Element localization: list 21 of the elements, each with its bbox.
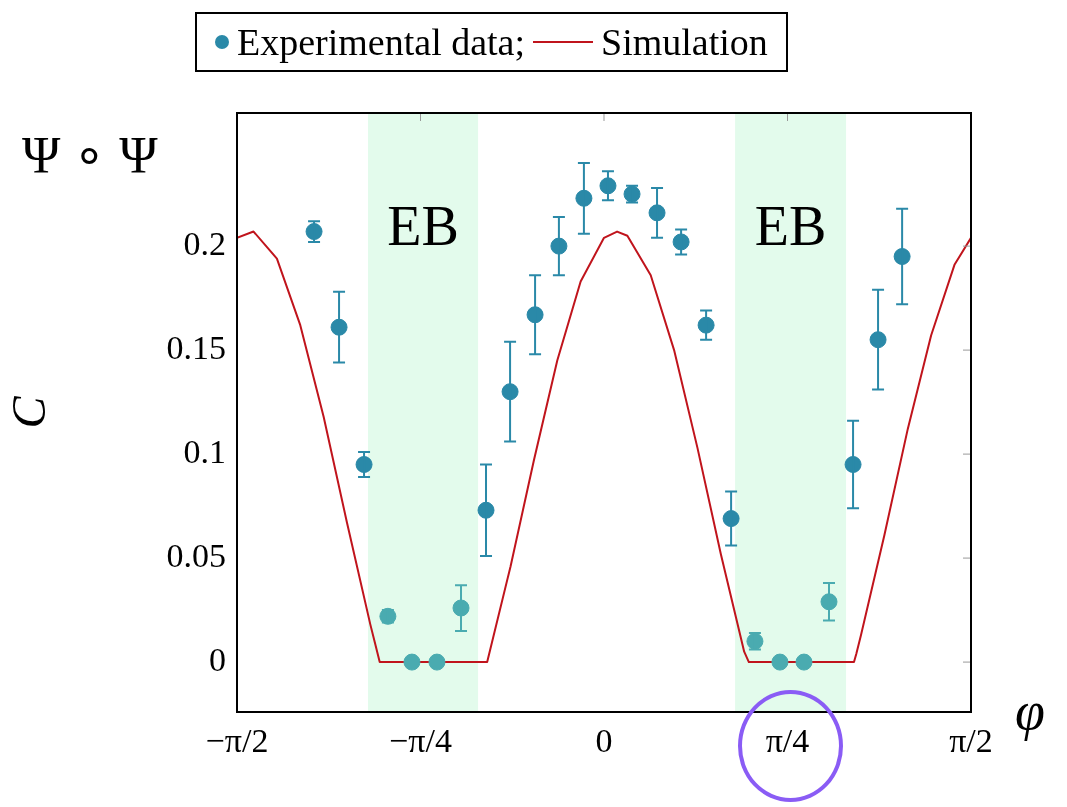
- y-tick-label: 0: [209, 641, 226, 679]
- legend-label: Simulation: [601, 20, 768, 64]
- y-tick-label: 0.1: [183, 433, 226, 471]
- y-tick-label: 0.2: [183, 225, 226, 263]
- point: [403, 653, 421, 671]
- band-label: EB: [387, 194, 459, 257]
- x-tick-label: π/2: [949, 722, 993, 760]
- point: [795, 653, 813, 671]
- x-tick-label: π/4: [765, 722, 810, 760]
- x-axis-title: φ: [1015, 680, 1045, 742]
- x-tick-label: 0: [595, 722, 613, 760]
- band-label: EB: [754, 194, 827, 257]
- y-tick-label: 0.15: [166, 329, 226, 367]
- y-tick-label: 0.05: [166, 537, 226, 575]
- legend-label: Experimental data;: [237, 20, 526, 64]
- point: [771, 653, 789, 671]
- x-tick-label: −π/2: [205, 722, 269, 760]
- y-axis-title: C: [2, 395, 56, 429]
- text: Ψ ∘ Ψ: [22, 126, 158, 185]
- point: [428, 653, 446, 671]
- x-tick-label: −π/4: [389, 722, 452, 760]
